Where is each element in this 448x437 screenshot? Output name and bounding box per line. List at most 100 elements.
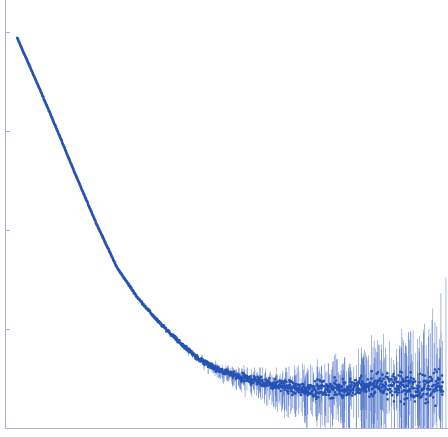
data-point: [373, 379, 377, 383]
data-points: [15, 36, 445, 408]
data-point: [343, 381, 347, 384]
data-point: [259, 375, 263, 379]
data-point: [409, 370, 412, 374]
data-point: [354, 378, 358, 382]
data-point: [320, 386, 323, 390]
data-point: [390, 393, 394, 397]
data-point: [437, 367, 440, 371]
data-point: [252, 381, 255, 384]
data-point: [353, 385, 356, 389]
data-point: [412, 377, 415, 381]
data-point: [426, 392, 429, 396]
data-point: [285, 380, 288, 384]
data-point: [322, 384, 326, 388]
data-point: [328, 390, 332, 393]
data-point: [383, 385, 387, 388]
data-point: [316, 395, 320, 399]
data-point: [409, 376, 413, 380]
data-point: [313, 388, 317, 392]
data-point: [430, 392, 433, 395]
data-point: [385, 392, 389, 396]
data-point: [390, 378, 394, 381]
data-point: [238, 374, 241, 377]
data-point: [132, 289, 135, 293]
data-point: [360, 383, 363, 387]
data-point: [406, 384, 410, 387]
data-point: [341, 396, 344, 400]
data-point: [407, 381, 411, 385]
data-point: [358, 391, 362, 395]
data-point: [412, 395, 416, 399]
data-point: [420, 394, 423, 398]
data-point: [314, 394, 318, 398]
data-point: [322, 379, 325, 383]
data-point: [347, 387, 351, 391]
data-point: [421, 373, 425, 377]
data-point: [435, 389, 439, 392]
data-point: [402, 402, 406, 406]
data-point: [441, 390, 445, 393]
data-point: [266, 382, 269, 385]
data-point: [434, 380, 438, 383]
data-point: [354, 388, 358, 391]
data-point: [374, 390, 377, 394]
data-point: [440, 385, 443, 388]
data-point: [372, 381, 376, 385]
data-point: [315, 378, 319, 381]
data-point: [362, 390, 366, 393]
data-point: [413, 400, 417, 403]
data-point: [333, 393, 337, 397]
data-point: [273, 377, 277, 381]
data-point: [264, 378, 268, 381]
data-point: [364, 390, 368, 393]
data-point: [411, 387, 414, 390]
data-point: [366, 378, 370, 381]
data-point: [421, 392, 425, 396]
data-point: [211, 363, 215, 367]
data-point: [358, 376, 362, 380]
data-point: [349, 385, 353, 389]
data-point: [369, 392, 373, 396]
data-point: [404, 392, 407, 396]
data-point: [335, 393, 339, 396]
data-point: [339, 393, 342, 396]
data-point: [327, 387, 330, 390]
data-point: [423, 374, 427, 377]
data-point: [427, 384, 430, 388]
data-point: [350, 394, 354, 397]
data-point: [386, 397, 389, 401]
data-point: [312, 385, 316, 388]
data-point: [277, 386, 281, 390]
data-point: [333, 376, 336, 379]
data-point: [279, 389, 283, 393]
data-point: [379, 382, 382, 386]
data-point: [345, 389, 349, 392]
data-point: [350, 383, 353, 386]
data-point: [352, 389, 355, 392]
data-point: [189, 349, 193, 353]
data-point: [291, 390, 294, 393]
data-point: [327, 384, 331, 388]
data-point: [399, 400, 402, 403]
data-point: [294, 392, 297, 395]
data-point: [266, 384, 270, 387]
data-point: [388, 387, 392, 391]
data-point: [402, 389, 406, 392]
data-point: [380, 386, 384, 389]
data-point: [333, 390, 337, 394]
data-point: [239, 380, 243, 383]
data-point: [396, 380, 400, 384]
data-point: [287, 392, 290, 395]
data-point: [406, 375, 409, 379]
data-point: [391, 384, 395, 387]
data-point: [214, 364, 217, 368]
data-point: [392, 400, 396, 403]
data-point: [385, 371, 389, 375]
data-point: [360, 374, 363, 378]
data-point: [297, 391, 301, 394]
data-point: [351, 391, 355, 395]
data-point: [416, 384, 419, 387]
data-point: [378, 377, 382, 380]
data-point: [393, 390, 397, 394]
